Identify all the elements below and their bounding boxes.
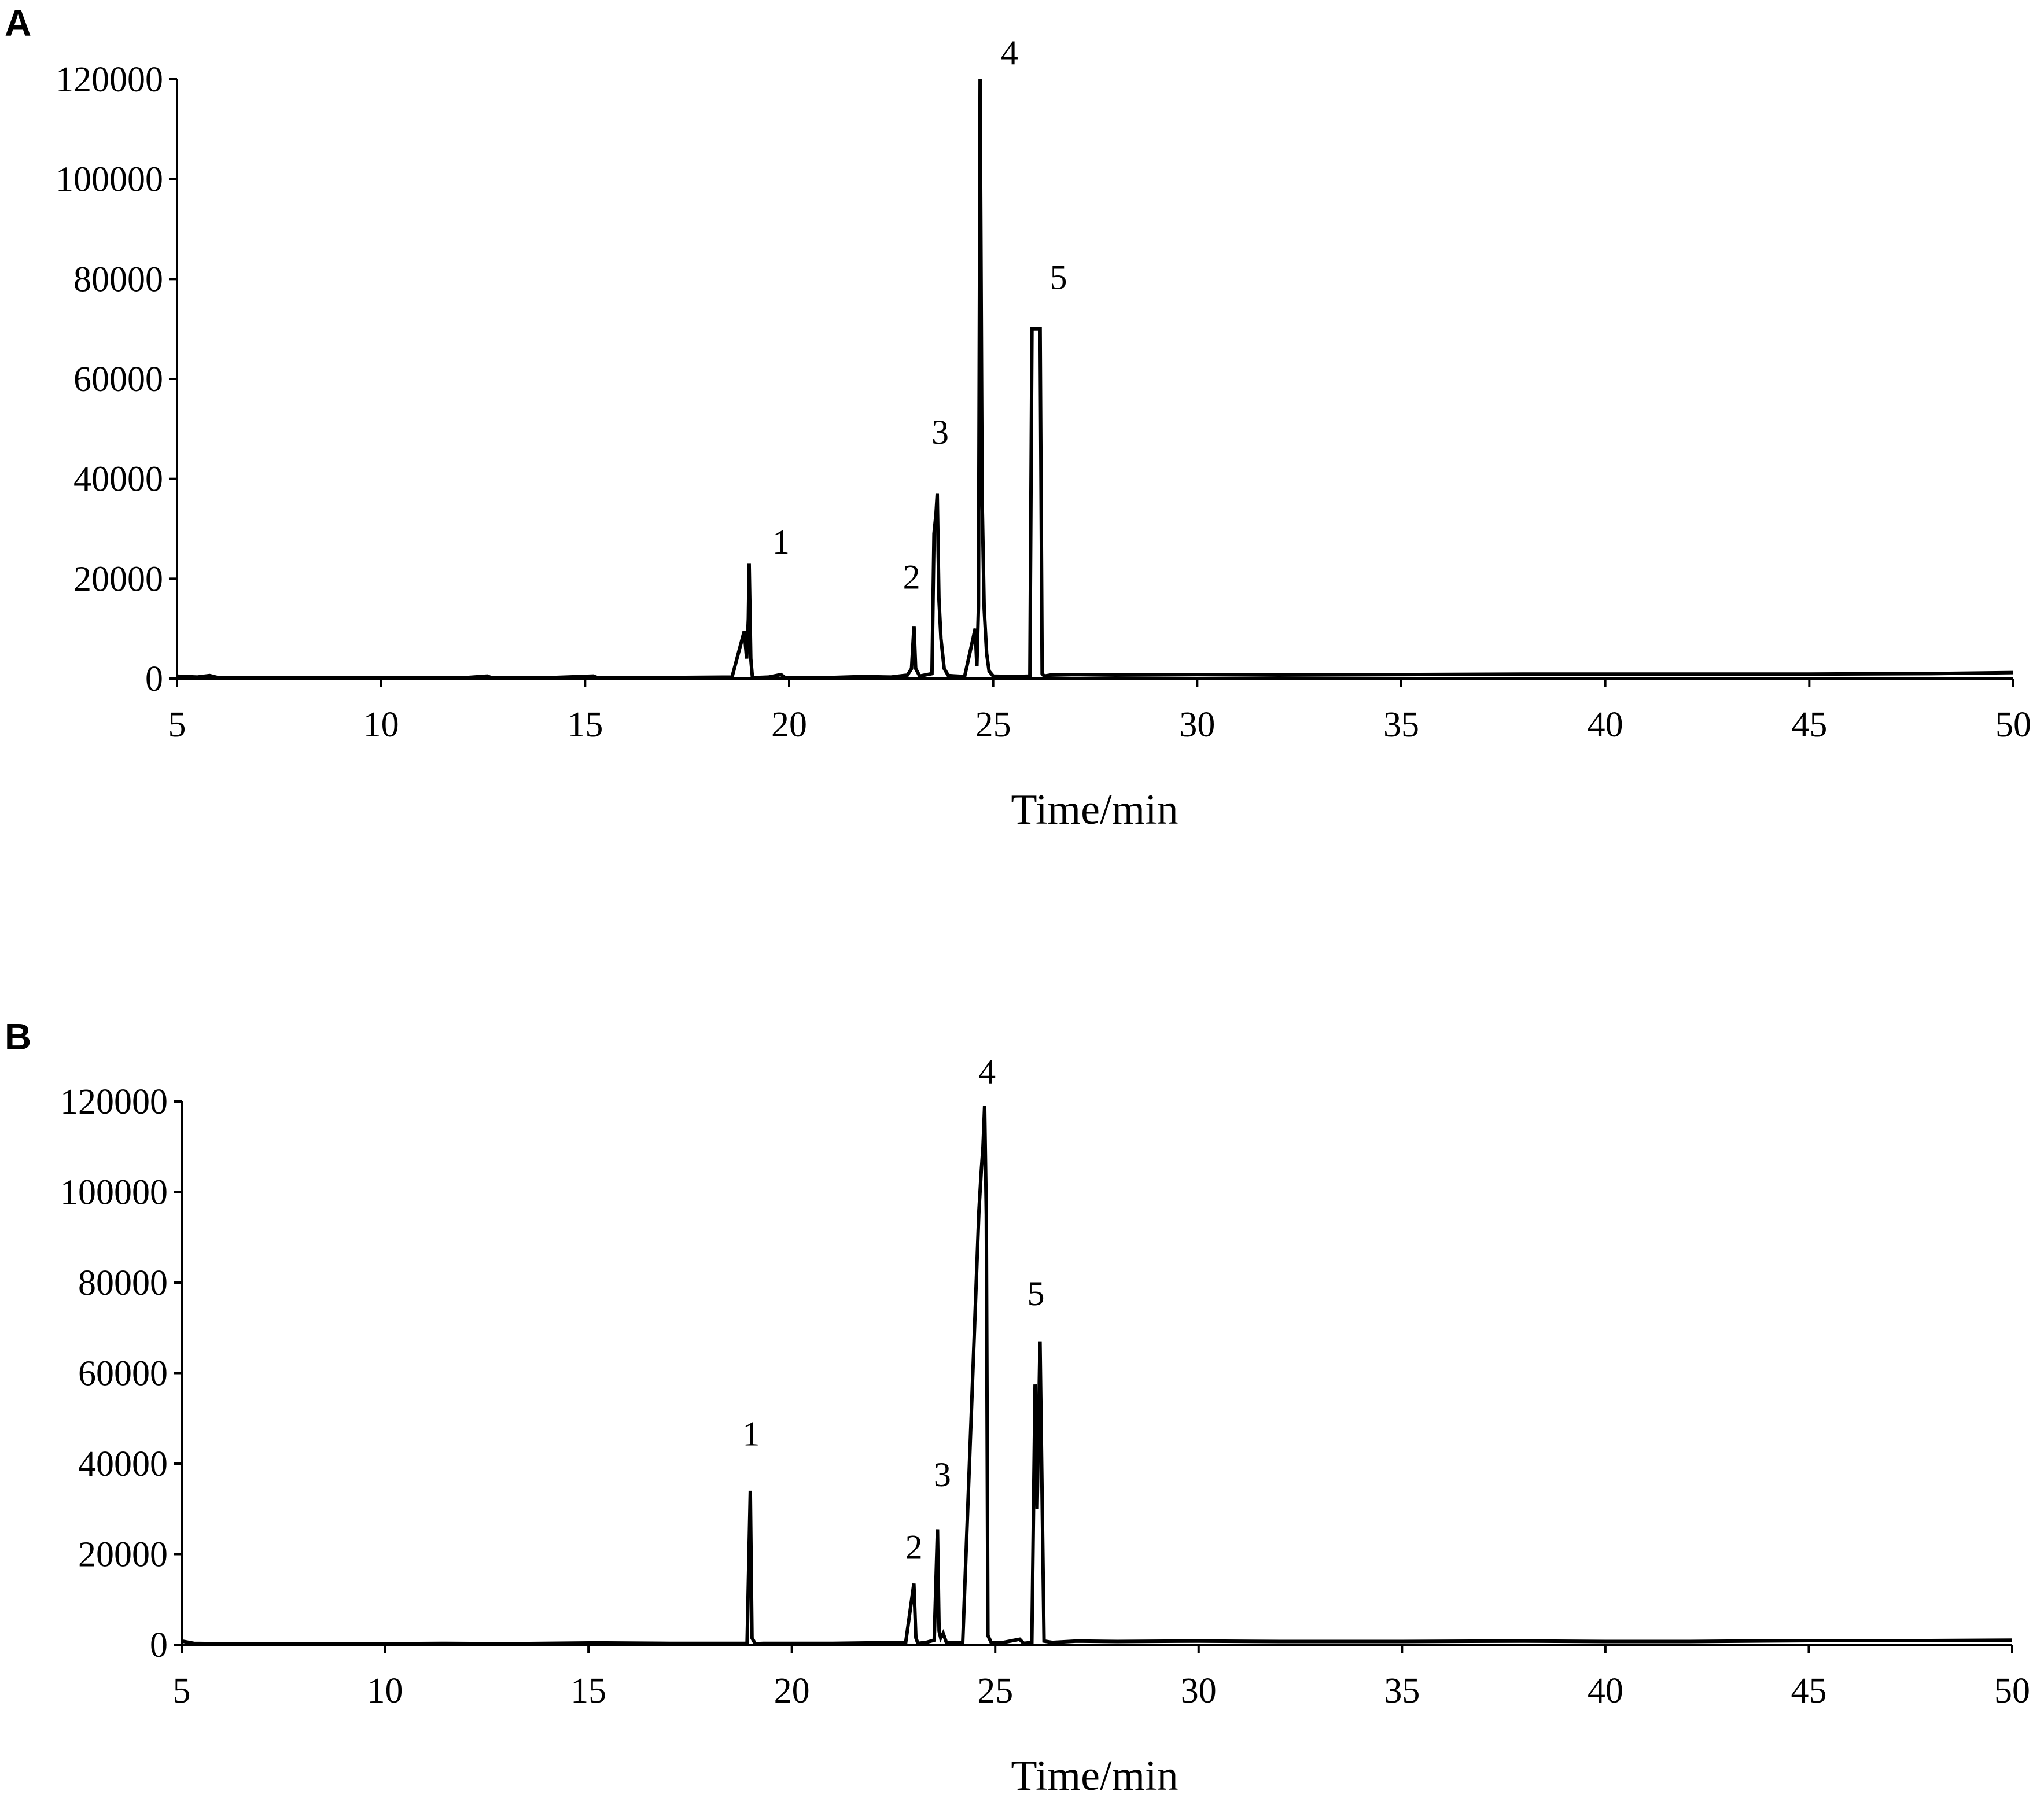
- panel-a-x-tick-label: 10: [363, 705, 399, 745]
- panel-b-x-tick-label: 35: [1384, 1671, 1420, 1711]
- panel-b-y-tick-label: 100000: [60, 1173, 168, 1213]
- panel-a-y-tick-label: 20000: [73, 559, 163, 599]
- panel-a-x-tick-label: 25: [975, 705, 1011, 745]
- panel-b-letter: B: [5, 1016, 31, 1058]
- panel-a-x-axis-title: Time/min: [1011, 786, 1178, 834]
- panel-b-x-tick-label: 5: [173, 1671, 191, 1711]
- panel-a-y-tick-label: 0: [145, 659, 163, 699]
- panel-b-y-tick-label: 120000: [60, 1082, 168, 1122]
- panel-b-x-tick-label: 40: [1588, 1671, 1623, 1711]
- panel-a-y-tick-label: 100000: [56, 160, 163, 200]
- panel-b-x-tick-label: 45: [1791, 1671, 1826, 1711]
- panel-a-y-tick-label: 60000: [73, 360, 163, 399]
- panel-a-y-tick-label: 80000: [73, 260, 163, 299]
- panel-a-x-tick-label: 50: [1995, 705, 2031, 745]
- panel-b-y-tick-label: 80000: [78, 1263, 168, 1303]
- panel-a-y-tick-label: 120000: [56, 60, 163, 100]
- panel-b-peak-label-2: 2: [905, 1528, 923, 1566]
- panel-b-x-axis-title: Time/min: [1011, 1752, 1178, 1798]
- panel-b-x-tick-label: 50: [1994, 1671, 2030, 1711]
- panel-a-peak-label-4: 4: [1001, 34, 1018, 72]
- panel-b-x-tick-label: 30: [1181, 1671, 1217, 1711]
- panel-b-y-tick-label: 40000: [78, 1445, 168, 1484]
- panel-a-y-tick-label: 40000: [73, 460, 163, 499]
- panel-b-y-tick-label: 0: [150, 1626, 168, 1665]
- panel-b-peak-label-3: 3: [934, 1456, 951, 1494]
- panel-a-peak-label-1: 1: [772, 523, 790, 561]
- panel-a-x-tick-label: 45: [1791, 705, 1827, 745]
- panel-a-series-line: [176, 79, 2014, 680]
- panel-a-peak-label-5: 5: [1050, 259, 1067, 297]
- panel-a-x-tick-label: 15: [567, 705, 603, 745]
- panel-b-y-tick-label: 60000: [78, 1354, 168, 1394]
- panel-b-x-tick-label: 15: [570, 1671, 606, 1711]
- panel-a-x-tick-label: 30: [1179, 705, 1215, 745]
- panel-a-peak-label-3: 3: [931, 413, 949, 451]
- panel-b-x-tick-label: 20: [774, 1671, 810, 1711]
- panel-a-x-tick-label: 40: [1588, 705, 1623, 745]
- panel-a-x-tick-label: 5: [168, 705, 186, 745]
- panel-a-x-tick-label: 35: [1383, 705, 1419, 745]
- panel-b-peak-label-1: 1: [742, 1415, 760, 1453]
- panel-b-peak-label-5: 5: [1027, 1274, 1045, 1313]
- panel-b-peak-label-4: 4: [978, 1053, 996, 1091]
- panel-a-letter: A: [5, 2, 31, 44]
- panel-b-x-tick-label: 25: [977, 1671, 1013, 1711]
- panel-a-x-tick-label: 20: [771, 705, 807, 745]
- panel-b-x-tick-label: 10: [367, 1671, 403, 1711]
- panel-a-peak-label-2: 2: [903, 558, 920, 596]
- panel-b-y-tick-label: 20000: [78, 1535, 168, 1575]
- panel-b-series-line: [181, 1106, 2013, 1646]
